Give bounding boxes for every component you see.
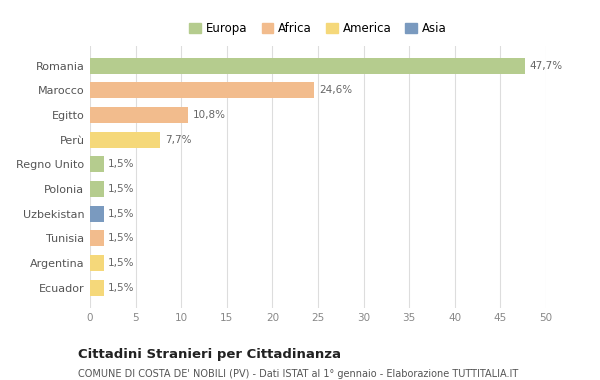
- Text: 1,5%: 1,5%: [108, 209, 135, 219]
- Bar: [90, 156, 104, 173]
- Bar: [90, 280, 104, 296]
- Text: 1,5%: 1,5%: [108, 258, 135, 268]
- Bar: [90, 255, 104, 271]
- Text: COMUNE DI COSTA DE' NOBILI (PV) - Dati ISTAT al 1° gennaio - Elaborazione TUTTIT: COMUNE DI COSTA DE' NOBILI (PV) - Dati I…: [78, 369, 518, 378]
- Bar: [90, 206, 104, 222]
- Bar: [90, 82, 314, 98]
- Text: 47,7%: 47,7%: [530, 60, 563, 71]
- Text: Cittadini Stranieri per Cittadinanza: Cittadini Stranieri per Cittadinanza: [78, 348, 341, 361]
- Text: 1,5%: 1,5%: [108, 159, 135, 169]
- Text: 10,8%: 10,8%: [193, 110, 226, 120]
- Text: 7,7%: 7,7%: [165, 135, 191, 145]
- Legend: Europa, Africa, America, Asia: Europa, Africa, America, Asia: [185, 17, 451, 40]
- Text: 1,5%: 1,5%: [108, 283, 135, 293]
- Text: 1,5%: 1,5%: [108, 233, 135, 244]
- Bar: [90, 181, 104, 197]
- Bar: [90, 107, 188, 123]
- Text: 1,5%: 1,5%: [108, 184, 135, 194]
- Bar: [90, 131, 160, 148]
- Bar: [90, 230, 104, 247]
- Bar: [90, 57, 525, 74]
- Text: 24,6%: 24,6%: [319, 85, 352, 95]
